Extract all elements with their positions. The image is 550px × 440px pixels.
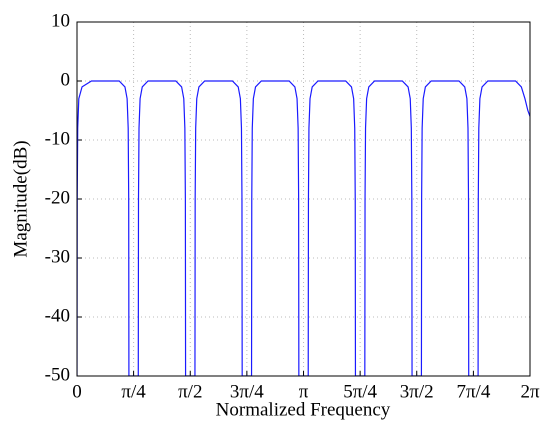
y-tick-label: 0 [61, 69, 71, 90]
x-tick-label: 3π/4 [230, 381, 264, 402]
x-tick-label: 2π [520, 381, 540, 402]
y-tick-label: -40 [45, 305, 70, 326]
x-tick-label: π [299, 381, 309, 402]
x-axis-label: Normalized Frequency [216, 399, 391, 420]
y-tick-label: 10 [51, 10, 70, 31]
y-tick-label: -50 [45, 364, 70, 385]
plot-frame [76, 21, 531, 377]
y-tick-label: -30 [45, 246, 70, 267]
x-tick-label: 3π/2 [400, 381, 434, 402]
y-tick-label: -20 [45, 187, 70, 208]
x-tick-label: π/2 [178, 381, 202, 402]
y-axis-label: Magnitude(dB) [10, 140, 31, 257]
x-tick-label: 7π/4 [456, 381, 490, 402]
x-tick-label: 5π/4 [343, 381, 377, 402]
x-tick-label: 0 [72, 381, 82, 402]
x-tick-label: π/4 [121, 381, 146, 402]
y-tick-label: -10 [45, 128, 70, 149]
data-line [77, 80, 530, 376]
